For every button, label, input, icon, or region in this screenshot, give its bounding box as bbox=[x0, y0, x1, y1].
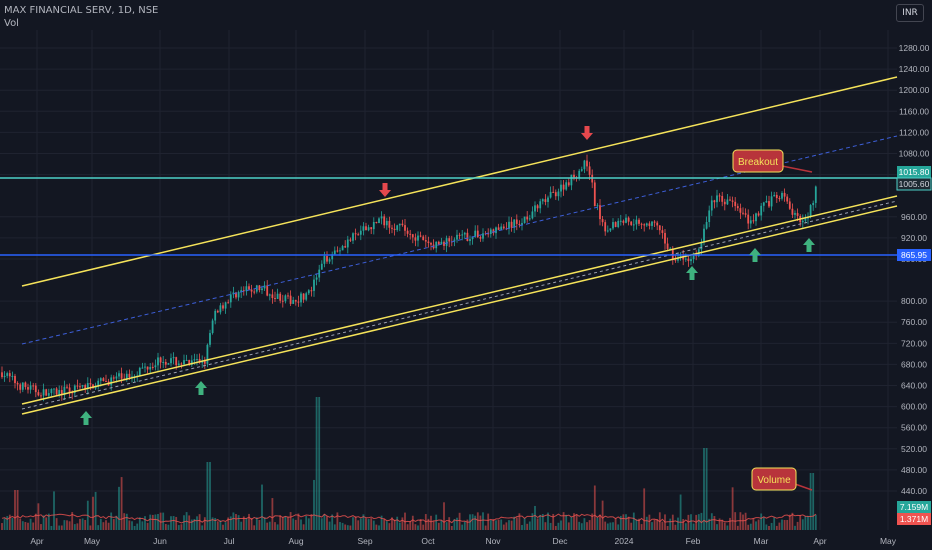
symbol-title[interactable]: MAX FINANCIAL SERV, 1D, NSE bbox=[4, 5, 159, 16]
price-tick-label: 1240.00 bbox=[899, 64, 930, 74]
price-tick-label: 920.00 bbox=[901, 233, 927, 243]
time-tick-label: Apr bbox=[813, 536, 826, 546]
price-tick-label: 1280.00 bbox=[899, 43, 930, 53]
time-tick-label: 2024 bbox=[615, 536, 634, 546]
price-tick-label: 1120.00 bbox=[899, 127, 929, 137]
price-tick-label: 720.00 bbox=[901, 338, 927, 348]
level-teal-label: 1005.60 bbox=[896, 177, 932, 191]
price-tick-label: 960.00 bbox=[901, 212, 927, 222]
price-axis[interactable]: 1280.00 1240.00 1200.00 1160.00 1120.00 1080.… bbox=[899, 43, 930, 496]
price-tick-label: 640.00 bbox=[901, 381, 927, 391]
time-tick-label: May bbox=[880, 536, 897, 546]
price-tick-label: 680.00 bbox=[901, 359, 927, 369]
time-tick-label: Apr bbox=[30, 536, 43, 546]
volume-callout[interactable]: Volume bbox=[751, 467, 813, 491]
channel-lower-line-1[interactable] bbox=[21, 195, 898, 405]
time-tick-label: Oct bbox=[421, 536, 435, 546]
volume-current-label: 7.159M bbox=[897, 501, 931, 513]
price-tick-label: 1200.00 bbox=[899, 85, 930, 95]
volume-average-line bbox=[1, 513, 817, 524]
arrow-up-icon bbox=[195, 381, 207, 395]
price-tick-label: 480.00 bbox=[901, 465, 927, 475]
price-tick-label: 600.00 bbox=[901, 402, 927, 412]
volume-bars bbox=[1, 397, 817, 530]
candles bbox=[1, 154, 817, 402]
arrow-up-icon bbox=[749, 248, 761, 262]
price-tick-label: 560.00 bbox=[901, 423, 927, 433]
time-tick-label: Mar bbox=[754, 536, 769, 546]
volume-annotation-label: Volume bbox=[757, 475, 791, 486]
price-tick-label: 440.00 bbox=[901, 486, 927, 496]
time-tick-label: Jul bbox=[224, 536, 235, 546]
volume-average-label: 1.371M bbox=[897, 513, 931, 525]
arrow-up-icon bbox=[686, 266, 698, 280]
svg-text:7.159M: 7.159M bbox=[900, 502, 928, 512]
time-tick-label: Jun bbox=[153, 536, 167, 546]
time-tick-label: May bbox=[84, 536, 101, 546]
channel-upper-line[interactable] bbox=[21, 76, 898, 287]
arrow-down-icon bbox=[379, 183, 391, 197]
level-blue-label: 865.95 bbox=[897, 249, 931, 261]
price-tick-label: 1160.00 bbox=[899, 106, 929, 116]
volume-legend-label[interactable]: Vol bbox=[4, 18, 19, 29]
price-tick-label: 1080.00 bbox=[899, 148, 930, 158]
time-tick-label: Dec bbox=[552, 536, 568, 546]
price-tick-label: 760.00 bbox=[901, 317, 927, 327]
time-axis[interactable]: Apr May Jun Jul Aug Sep Oct Nov Dec 2024 Feb Mar Apr… bbox=[30, 536, 896, 546]
svg-text:865.95: 865.95 bbox=[901, 250, 927, 260]
currency-button[interactable]: INR bbox=[896, 4, 924, 22]
breakout-label: Breakout bbox=[738, 157, 778, 168]
channel-lower-dashed[interactable] bbox=[21, 200, 898, 410]
last-price-label: 1015.80 bbox=[897, 166, 931, 178]
price-tick-label: 800.00 bbox=[901, 296, 927, 306]
arrow-up-icon bbox=[803, 238, 815, 252]
arrow-down-icon bbox=[581, 126, 593, 140]
breakout-callout[interactable]: Breakout bbox=[732, 149, 813, 173]
grid bbox=[0, 30, 897, 530]
svg-text:1015.80: 1015.80 bbox=[899, 167, 930, 177]
time-tick-label: Aug bbox=[288, 536, 303, 546]
time-tick-label: Sep bbox=[357, 536, 372, 546]
channel-lower-line-2[interactable] bbox=[21, 205, 898, 415]
time-tick-label: Feb bbox=[686, 536, 701, 546]
svg-text:1.371M: 1.371M bbox=[900, 514, 928, 524]
svg-text:1005.60: 1005.60 bbox=[899, 179, 930, 189]
arrow-up-icon bbox=[80, 411, 92, 425]
price-tick-label: 520.00 bbox=[901, 444, 927, 454]
time-tick-label: Nov bbox=[485, 536, 501, 546]
